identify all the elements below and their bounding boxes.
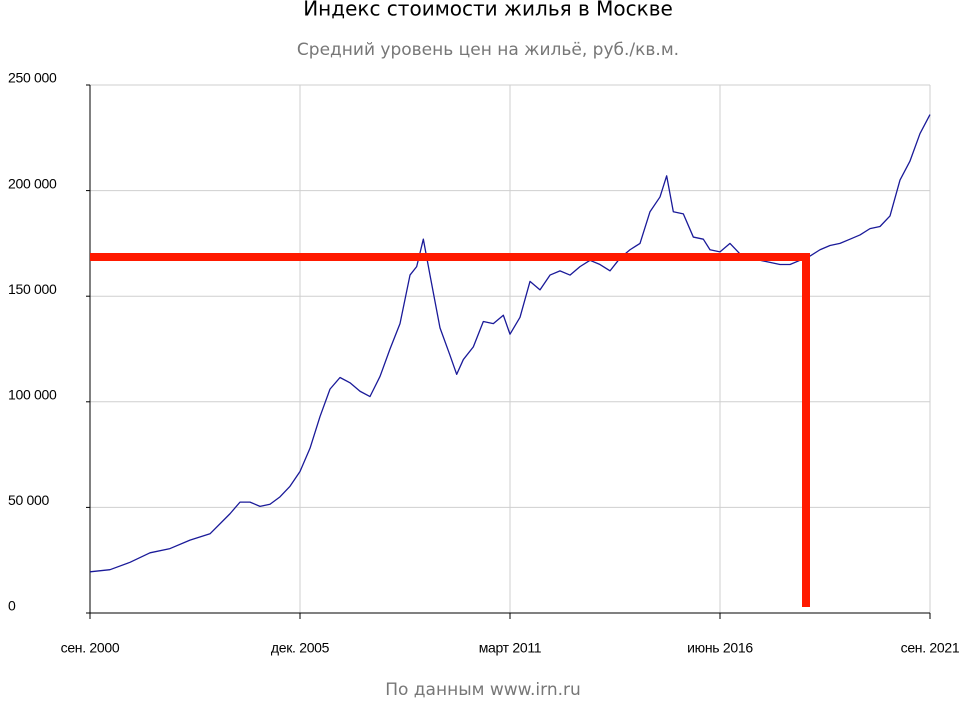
chart-subtitle: Средний уровень цен на жильё, руб./кв.м. [297, 40, 679, 60]
x-tick-label: сен. 2000 [61, 640, 120, 656]
y-tick-label: 0 [8, 598, 16, 614]
x-tick-label: дек. 2005 [271, 640, 330, 656]
y-tick-label: 50 000 [8, 492, 50, 508]
y-tick-label: 150 000 [8, 281, 57, 297]
x-tick-label: сен. 2021 [901, 640, 960, 656]
y-tick-label: 250 000 [8, 70, 57, 86]
x-tick-label: март 2011 [479, 640, 542, 656]
source-note: По данным www.irn.ru [385, 680, 581, 700]
y-tick-label: 100 000 [8, 387, 57, 403]
x-tick-label: июнь 2016 [687, 640, 753, 656]
y-tick-label: 200 000 [8, 175, 57, 191]
chart-title: Индекс стоимости жилья в Москве [303, 0, 673, 21]
price-line [89, 114, 931, 573]
